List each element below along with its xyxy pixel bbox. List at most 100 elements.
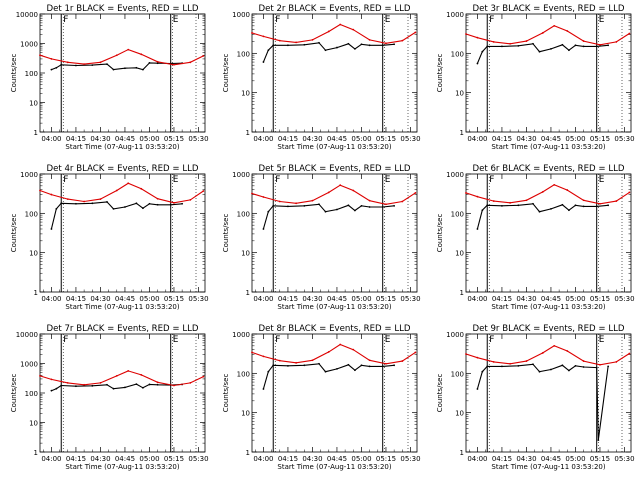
data-point-events [112, 68, 115, 71]
data-point-lld [189, 61, 192, 64]
x-tick-label: 05:30 [188, 455, 208, 463]
data-point-lld [566, 189, 569, 191]
data-point-lld [476, 356, 479, 359]
data-point-events [595, 205, 598, 208]
data-point-lld [251, 351, 253, 354]
data-point-lld [368, 359, 371, 362]
data-point-lld [541, 352, 544, 354]
x-tick-label: 05:30 [614, 135, 634, 143]
marker-label-F: F [63, 335, 68, 345]
data-point-events [336, 367, 338, 370]
x-tick-label: 04:30 [516, 135, 536, 143]
data-point-events [142, 68, 144, 71]
x-tick-label: 04:15 [492, 455, 512, 463]
y-tick-label: 100 [451, 370, 464, 378]
data-point-events [148, 383, 151, 386]
data-point-lld [173, 63, 175, 66]
data-point-events [381, 206, 384, 208]
data-point-lld [156, 60, 159, 63]
series-line-events [51, 62, 183, 71]
y-tick-label: 1 [246, 289, 250, 297]
y-tick-label: 100 [237, 210, 250, 218]
data-point-lld [509, 362, 512, 365]
x-tick-label: 05:15 [590, 295, 610, 303]
data-point-lld [476, 36, 479, 39]
data-point-lld [39, 54, 41, 57]
data-point-events [360, 43, 363, 46]
data-point-events [124, 67, 126, 70]
x-tick-label: 05:30 [188, 295, 208, 303]
data-point-lld [352, 348, 355, 351]
plot-frame [39, 333, 206, 453]
data-point-lld [385, 203, 387, 206]
plot-frame [465, 333, 632, 453]
data-point-events [347, 204, 350, 207]
x-axis-title: Start Time (07-Aug-11 03:53:20) [65, 143, 179, 151]
data-point-lld [339, 184, 342, 187]
x-tick-label: 05:30 [188, 135, 208, 143]
data-point-lld [189, 198, 192, 201]
marker-label-E: E [173, 335, 179, 345]
data-point-lld [492, 361, 495, 363]
marker-label-F: F [275, 15, 280, 25]
data-point-events [106, 63, 108, 66]
data-point-lld [492, 41, 495, 43]
data-point-lld [278, 39, 281, 42]
x-tick-label: 04:30 [302, 295, 322, 303]
data-point-lld [599, 363, 601, 366]
data-point-events [568, 209, 570, 212]
x-tick-label: 04:30 [302, 135, 322, 143]
panel-title: Det 4r BLACK = Events, RED = LLD [46, 164, 198, 174]
data-point-events [181, 202, 184, 205]
y-axis-label: Counts/sec [222, 54, 230, 93]
data-point-lld [414, 192, 417, 194]
data-point-events [607, 365, 610, 368]
x-tick-label: 05:15 [376, 135, 396, 143]
y-tick-label: 100 [237, 50, 250, 58]
data-point-events [476, 388, 479, 390]
data-point-events [597, 439, 600, 442]
data-point-lld [476, 195, 479, 198]
data-point-lld [156, 197, 159, 200]
data-point-events [91, 384, 94, 387]
marker-label-E: E [599, 335, 605, 345]
x-tick-label: 04:15 [66, 295, 86, 303]
data-point-events [501, 365, 503, 368]
marker-label-E: E [173, 15, 179, 25]
data-point-events [169, 203, 172, 206]
data-point-events [287, 364, 289, 367]
x-tick-label: 04:30 [90, 455, 110, 463]
data-point-events [142, 207, 144, 210]
y-tick-label: 10 [455, 90, 464, 98]
series-line-events [262, 203, 395, 230]
data-point-lld [615, 200, 618, 202]
data-point-lld [541, 191, 544, 193]
data-point-lld [173, 201, 175, 204]
data-point-events [501, 45, 503, 48]
data-point-events [156, 203, 159, 206]
data-point-events [50, 228, 53, 230]
data-point-lld [582, 360, 585, 362]
data-point-events [336, 46, 338, 49]
series-line-events [262, 363, 395, 390]
data-point-events [481, 209, 484, 212]
data-point-events [486, 204, 489, 207]
data-point-lld [173, 384, 175, 387]
x-tick-label: 04:15 [278, 135, 298, 143]
panel-det-5: Det 5r BLACK = Events, RED = LLD 1 10 100 10… [222, 164, 421, 311]
data-point-lld [525, 40, 528, 42]
panel-title: Det 9r BLACK = Events, RED = LLD [472, 324, 624, 334]
x-tick-label: 04:45 [327, 455, 347, 463]
data-point-lld [327, 30, 330, 33]
data-point-events [60, 63, 63, 66]
panel-title: Det 5r BLACK = Events, RED = LLD [258, 164, 410, 174]
data-point-events [75, 64, 77, 67]
marker-label-F: F [489, 175, 494, 185]
data-point-events [324, 370, 327, 373]
data-point-events [106, 201, 108, 203]
panel-title: Det 2r BLACK = Events, RED = LLD [258, 4, 410, 14]
data-point-events [148, 202, 151, 205]
y-tick-label: 10 [29, 100, 38, 108]
y-tick-label: 100 [25, 390, 38, 398]
x-tick-label: 04:45 [541, 135, 561, 143]
